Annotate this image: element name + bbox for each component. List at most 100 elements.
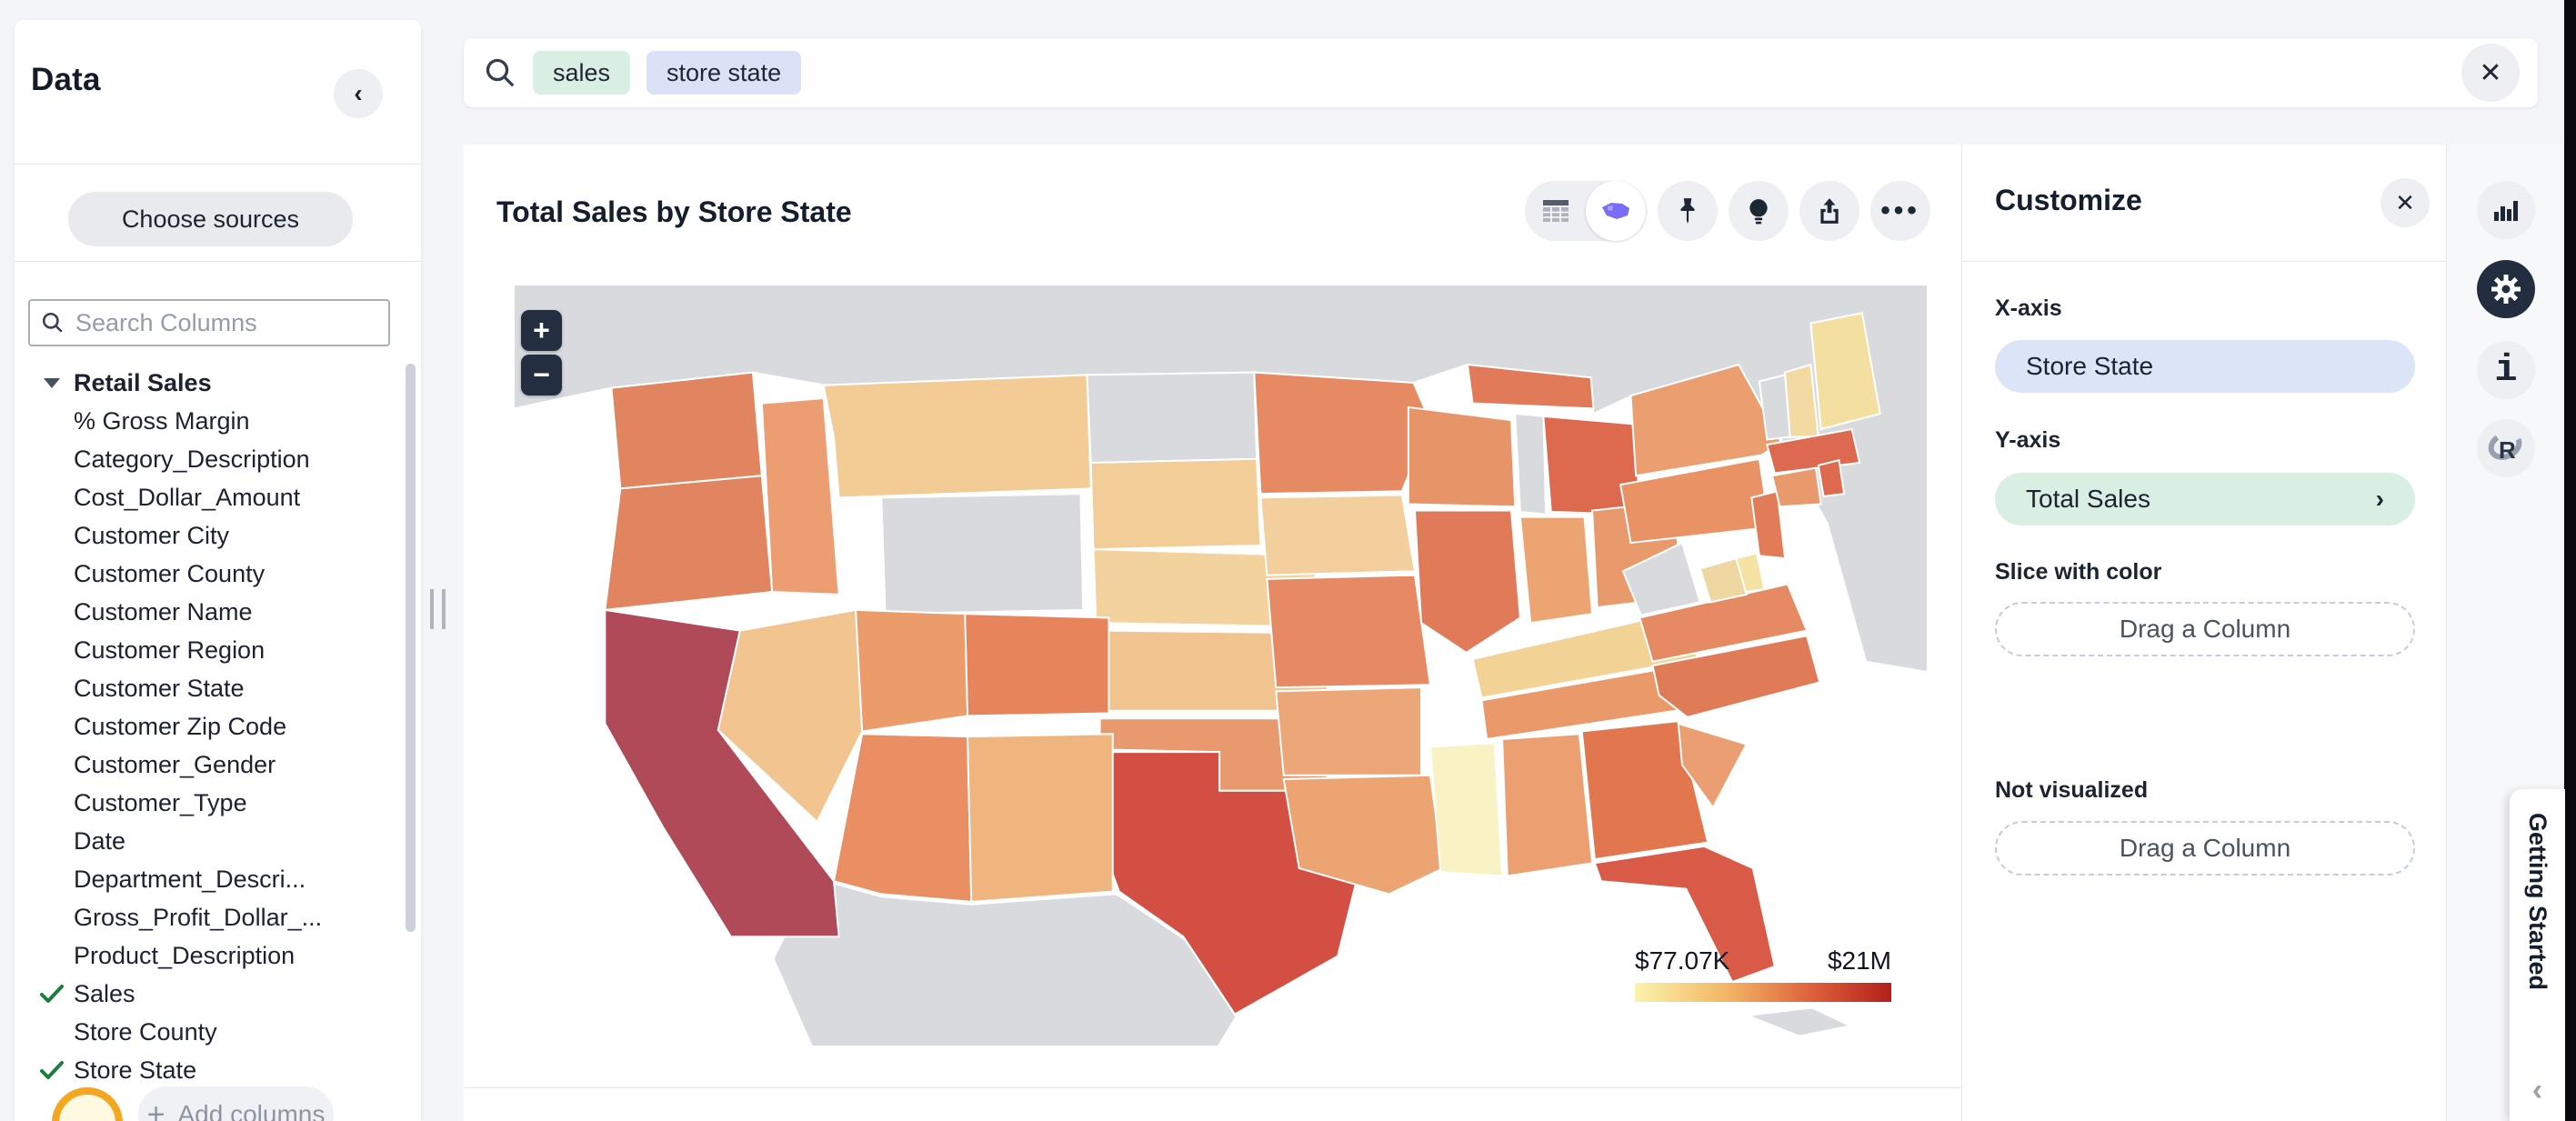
x-axis-label: X-axis xyxy=(1995,295,2062,321)
column-item[interactable]: Sales xyxy=(15,975,401,1013)
state-co[interactable] xyxy=(964,613,1110,717)
table-view-button[interactable] xyxy=(1525,181,1586,241)
state-az[interactable] xyxy=(832,733,973,904)
state-or[interactable] xyxy=(604,475,774,612)
column-item[interactable]: Customer State xyxy=(15,669,401,707)
collapse-panel-button[interactable]: ‹ xyxy=(334,69,383,118)
column-item[interactable]: Customer Zip Code xyxy=(15,707,401,746)
column-item[interactable]: Customer County xyxy=(15,555,401,593)
clear-search-button[interactable]: ✕ xyxy=(2461,44,2520,102)
search-columns-input[interactable] xyxy=(74,307,377,338)
add-columns-label: Add columns xyxy=(177,1100,326,1121)
state-ri[interactable] xyxy=(1817,458,1846,498)
panel-resize-handle[interactable] xyxy=(430,589,446,629)
state-wv[interactable] xyxy=(1621,541,1702,616)
info-button[interactable]: i xyxy=(2477,341,2535,399)
state-ar[interactable] xyxy=(1275,686,1423,776)
state-ga[interactable] xyxy=(1580,719,1709,861)
choropleth-map[interactable]: + − $77.07K $21M xyxy=(514,285,1928,1046)
getting-started-tab[interactable]: Getting Started ‹ xyxy=(2510,789,2565,1121)
state-mt[interactable] xyxy=(822,374,1092,499)
state-in[interactable] xyxy=(1519,515,1594,625)
insights-button[interactable] xyxy=(1729,181,1789,241)
legend-min-label: $77.07K xyxy=(1635,946,1730,975)
column-item[interactable]: Cost_Dollar_Amount xyxy=(15,478,401,516)
state-ut[interactable] xyxy=(854,608,969,733)
state-nv[interactable] xyxy=(717,608,864,824)
state-ia[interactable] xyxy=(1259,494,1417,576)
chart-config-button[interactable] xyxy=(2477,181,2535,239)
state-wy[interactable] xyxy=(880,493,1085,616)
source-row[interactable]: Retail Sales xyxy=(15,364,401,402)
column-item[interactable]: Customer_Gender xyxy=(15,746,401,784)
column-label: Date xyxy=(74,826,126,855)
map-zoom-controls: + − xyxy=(521,310,562,395)
scrollbar-thumb[interactable] xyxy=(406,364,416,932)
search-token[interactable]: store state xyxy=(647,51,802,95)
slice-drop-zone[interactable]: Drag a Column xyxy=(1995,602,2415,656)
add-columns-button[interactable]: + Add columns xyxy=(138,1086,334,1121)
search-bar[interactable]: sales store state ✕ xyxy=(464,38,2538,107)
state-me[interactable] xyxy=(1809,312,1881,431)
column-item[interactable]: Store State xyxy=(15,1051,401,1089)
state-sd[interactable] xyxy=(1089,457,1262,551)
state-mi_up[interactable] xyxy=(1466,363,1595,410)
choose-sources-button[interactable]: Choose sources xyxy=(68,192,353,246)
state-id[interactable] xyxy=(760,396,840,596)
r-logo-icon: R xyxy=(2488,431,2522,464)
column-item[interactable]: Store County xyxy=(15,1013,401,1051)
settings-button[interactable] xyxy=(2477,260,2535,318)
column-item[interactable]: Department_Descri... xyxy=(15,860,401,898)
state-mn[interactable] xyxy=(1253,371,1431,495)
state-ms[interactable] xyxy=(1428,742,1504,877)
column-item[interactable]: Customer_Type xyxy=(15,784,401,822)
state-nm[interactable] xyxy=(967,733,1114,903)
x-axis-pill[interactable]: Store State xyxy=(1995,340,2415,393)
more-options-button[interactable]: ••• xyxy=(1870,181,1930,241)
state-wa[interactable] xyxy=(610,371,763,490)
state-fl[interactable] xyxy=(1593,845,1776,984)
state-wi[interactable] xyxy=(1407,405,1517,508)
close-customize-button[interactable]: ✕ xyxy=(2381,178,2430,227)
state-mo[interactable] xyxy=(1266,574,1432,689)
state-ct[interactable] xyxy=(1770,466,1822,508)
column-item[interactable]: Customer City xyxy=(15,516,401,555)
column-label: Customer Zip Code xyxy=(74,712,287,740)
state-sc[interactable] xyxy=(1677,722,1749,810)
not-visualized-drop-zone[interactable]: Drag a Column xyxy=(1995,821,2415,876)
state-md[interactable] xyxy=(1699,556,1748,604)
chevron-left-icon[interactable]: ‹ xyxy=(2531,1073,2543,1107)
window-edge xyxy=(2564,0,2576,1121)
column-item[interactable]: Date xyxy=(15,822,401,860)
column-item[interactable]: Gross_Profit_Dollar_... xyxy=(15,898,401,936)
divider xyxy=(15,164,421,165)
state-al[interactable] xyxy=(1501,733,1594,877)
column-item[interactable]: Customer Region xyxy=(15,631,401,669)
pin-button[interactable] xyxy=(1658,181,1718,241)
column-item[interactable]: % Gross Margin xyxy=(15,402,401,440)
column-label: Store County xyxy=(74,1017,217,1046)
zoom-out-button[interactable]: − xyxy=(521,355,562,395)
share-button[interactable] xyxy=(1799,181,1859,241)
state-il[interactable] xyxy=(1413,509,1521,654)
view-toggle[interactable] xyxy=(1525,181,1647,241)
state-nc[interactable] xyxy=(1651,635,1821,718)
search-columns-box[interactable] xyxy=(28,299,390,346)
state-la[interactable] xyxy=(1282,774,1445,896)
search-icon xyxy=(486,58,515,87)
r-analysis-button[interactable]: R xyxy=(2477,419,2535,477)
map-view-button[interactable] xyxy=(1586,181,1646,241)
zoom-in-button[interactable]: + xyxy=(521,310,562,351)
search-token[interactable]: sales xyxy=(533,51,631,95)
column-item[interactable]: Product_Description xyxy=(15,936,401,975)
region-lake_michigan xyxy=(1514,412,1548,515)
state-nd[interactable] xyxy=(1086,371,1258,465)
check-icon xyxy=(36,984,67,1004)
state-nj[interactable] xyxy=(1750,490,1787,560)
y-axis-pill[interactable]: Total Sales › xyxy=(1995,473,2415,525)
column-item[interactable]: Customer Name xyxy=(15,593,401,631)
column-item[interactable]: Category_Description xyxy=(15,440,401,478)
column-label: Cost_Dollar_Amount xyxy=(74,483,301,511)
column-label: Category_Description xyxy=(74,445,310,473)
